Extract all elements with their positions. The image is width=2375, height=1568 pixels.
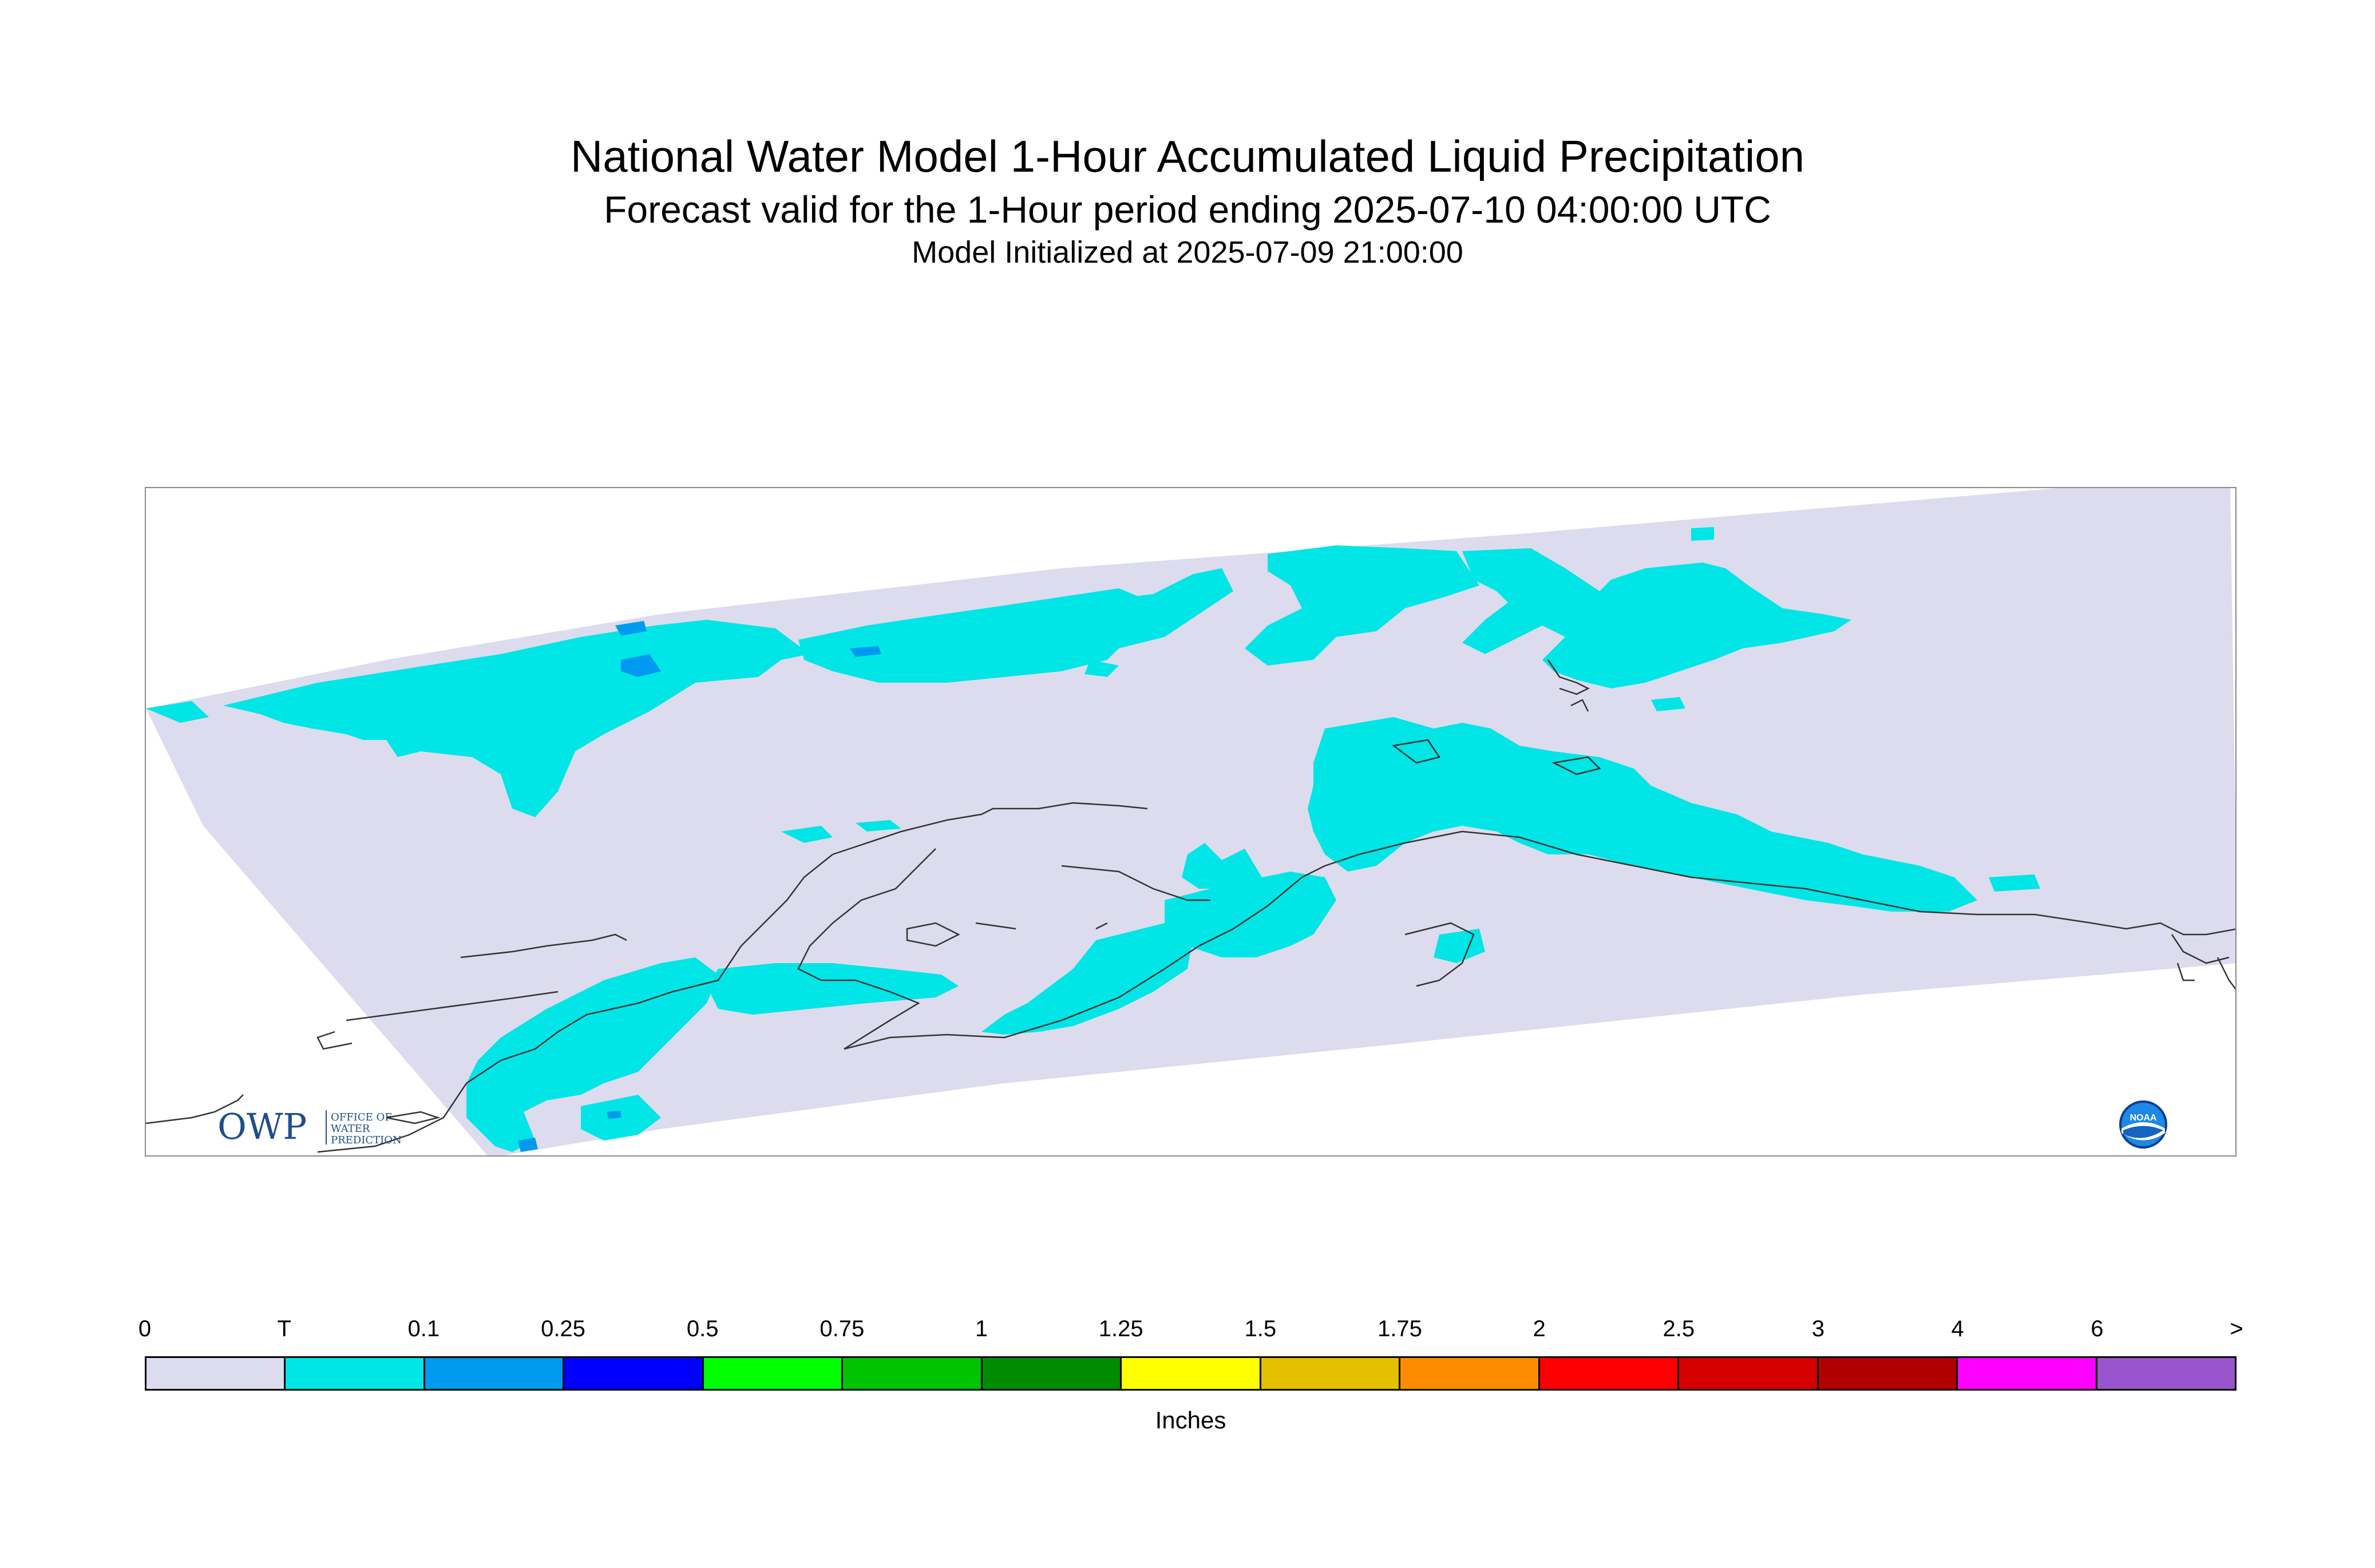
legend-swatch [1679, 1358, 1819, 1389]
legend-tick-label: 1.25 [1098, 1316, 1143, 1341]
owp-letters: OWP [217, 1106, 307, 1147]
legend-tick-label: 0.25 [541, 1316, 585, 1341]
owp-logo: OWP OFFICE OF WATER PREDICTION [217, 1104, 423, 1150]
legend-tick-label: 0.75 [820, 1316, 865, 1341]
legend-tick-label: > [2230, 1316, 2243, 1341]
legend-units-label: Inches [1155, 1407, 1226, 1434]
legend-tick-label: 2 [1533, 1316, 1546, 1341]
legend-swatch [147, 1358, 286, 1389]
noaa-letters: NOAA [2129, 1113, 2157, 1123]
precip-trace-areas [146, 527, 2040, 1152]
legend-swatch [1539, 1358, 1680, 1389]
legend-tick-label: 0.5 [686, 1316, 719, 1341]
map-title: National Water Model 1-Hour Accumulated … [570, 131, 1805, 181]
coastlines [146, 659, 2235, 1153]
legend-tick-label: 6 [2091, 1316, 2104, 1341]
legend-swatch [286, 1358, 425, 1389]
legend-swatch [1122, 1358, 1261, 1389]
legend-tick-label: 2.5 [1662, 1316, 1695, 1341]
forecast-valid-subtitle: Forecast valid for the 1-Hour period end… [604, 188, 1771, 231]
legend-swatch [1400, 1358, 1540, 1389]
map-panel[interactable] [145, 487, 2237, 1157]
legend-tick-label: 1.5 [1244, 1316, 1277, 1341]
legend-tick-label: 1.75 [1378, 1316, 1422, 1341]
legend-swatch [425, 1358, 565, 1389]
owp-line3: PREDICTION [331, 1134, 402, 1146]
legend-tick-labels: 0 T 0.1 0.25 0.5 0.75 1 1.25 1.5 1.75 2 2.5 3 4 6 > [138, 1316, 2243, 1351]
legend-swatch [2097, 1358, 2235, 1389]
precipitation-map [146, 488, 2235, 1155]
legend-colorbar [145, 1356, 2237, 1391]
owp-line2: WATER [331, 1123, 370, 1135]
legend-tick-label: 0 [138, 1316, 152, 1341]
legend-tick-label: 1 [975, 1316, 988, 1341]
legend-tick-label: T [277, 1316, 291, 1341]
noaa-logo: NOAA [2117, 1099, 2169, 1150]
legend-swatch [1261, 1358, 1401, 1389]
legend-tick-label: 0.1 [407, 1316, 440, 1341]
legend-swatch [1958, 1358, 2097, 1389]
legend-swatch [1818, 1358, 1958, 1389]
legend-swatch [564, 1358, 704, 1389]
legend-swatch [703, 1358, 844, 1389]
legend-tick-label: 3 [1811, 1316, 1825, 1341]
owp-line1: OFFICE OF [331, 1111, 392, 1123]
legend-swatch [843, 1358, 983, 1389]
model-init-subtitle: Model Initialized at 2025-07-09 21:00:00 [912, 235, 1463, 270]
legend-swatch [982, 1358, 1122, 1389]
legend-tick-label: 4 [1951, 1316, 1964, 1341]
precip-moderate-areas [518, 621, 881, 1152]
